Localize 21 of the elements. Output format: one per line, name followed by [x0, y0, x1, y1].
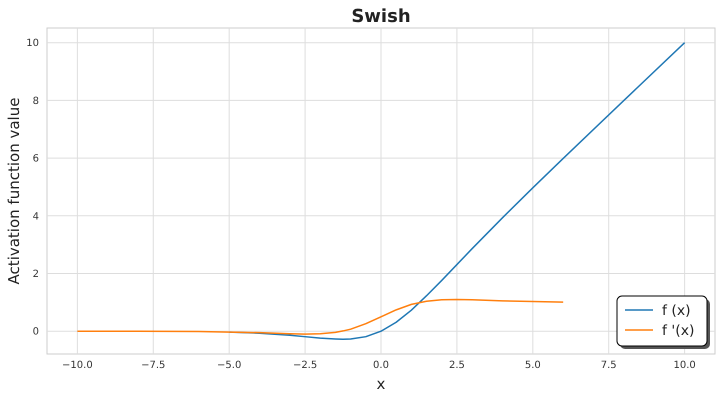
y-tick-label: 10 [26, 38, 39, 50]
x-tick-label: 2.5 [448, 360, 465, 371]
x-tick-label: −7.5 [141, 360, 166, 371]
y-tick-label: 2 [32, 269, 39, 280]
y-axis-title: Activation function value [5, 98, 23, 284]
x-tick-label: −5.0 [217, 360, 242, 371]
x-tick-label: 7.5 [600, 360, 617, 371]
x-axis-title: x [376, 375, 386, 393]
x-tick-label: 10.0 [674, 360, 696, 371]
line-series [76, 298, 564, 335]
y-tick-label: 0 [32, 326, 39, 338]
chart-title: Swish [351, 6, 411, 27]
x-tick-label: 5.0 [524, 360, 541, 371]
y-tick-label: 6 [32, 154, 39, 165]
x-tick-label: −10.0 [62, 360, 93, 371]
legend-label: f '(x) [662, 323, 694, 339]
x-tick-label: 0.0 [373, 360, 389, 371]
y-tick-label: 8 [32, 96, 39, 107]
legend-label: f (x) [662, 303, 691, 319]
y-tick-label: 4 [32, 211, 39, 222]
x-tick-label: −2.5 [292, 360, 318, 371]
